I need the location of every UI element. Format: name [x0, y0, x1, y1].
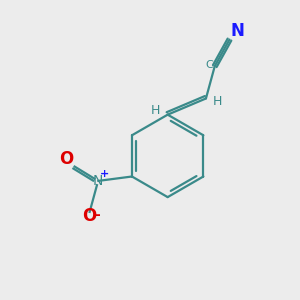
Text: -: - [94, 208, 100, 222]
Text: O: O [82, 207, 96, 225]
Text: N: N [93, 174, 103, 188]
Text: H: H [213, 95, 222, 108]
Text: +: + [100, 169, 109, 179]
Text: H: H [151, 104, 160, 117]
Text: N: N [231, 22, 245, 40]
Text: O: O [59, 150, 74, 168]
Text: C: C [206, 60, 213, 70]
